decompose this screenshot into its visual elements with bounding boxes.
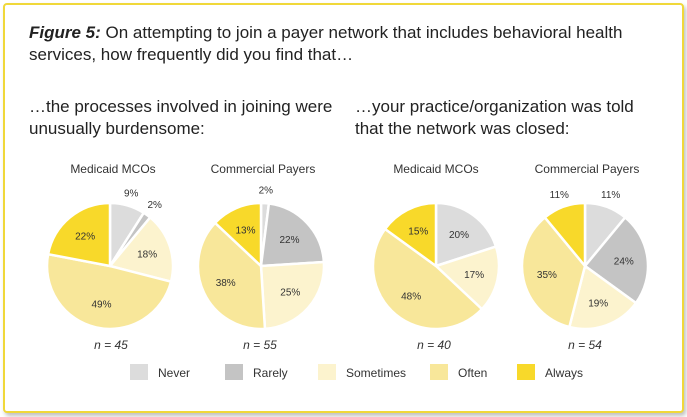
- pie-title-3: Medicaid MCOs: [393, 162, 479, 176]
- pie-1-label-rarely: 2%: [147, 200, 162, 211]
- legend-label-often: Often: [458, 366, 488, 380]
- pie-3-label-never: 20%: [449, 230, 469, 241]
- pie-1-label-sometimes: 18%: [137, 249, 157, 260]
- n-label-1: n = 45: [94, 338, 128, 352]
- subtitle-network-closed: …your practice/organization was told tha…: [355, 97, 634, 138]
- pie-4-slice-always: [543, 201, 587, 270]
- pie-4-slice-sometimes: [567, 263, 638, 331]
- pie-3-slice-always: [383, 201, 438, 269]
- pie-2-slice-always: [213, 201, 263, 269]
- figure-label: Figure 5:: [29, 23, 101, 42]
- pie-1-slice-always: [46, 201, 112, 268]
- legend-label-rarely: Rarely: [253, 366, 288, 380]
- caption-text: On attempting to join a payer network th…: [29, 23, 623, 64]
- pie-1-label-always: 22%: [75, 231, 95, 242]
- pie-2-slice-rarely: [259, 202, 326, 268]
- n-label-2: n = 55: [243, 338, 277, 352]
- pie-4-label-rarely: 24%: [614, 257, 634, 268]
- pie-1-slice-often: [45, 252, 173, 331]
- pie-3-label-always: 15%: [408, 227, 428, 238]
- pie-1-slice-sometimes: [107, 215, 175, 284]
- pie-title-4: Commercial Payers: [534, 162, 640, 176]
- legend-swatch-often: [430, 364, 448, 380]
- pie-4-slice-often: [520, 215, 587, 329]
- pie-2-label-rarely: 22%: [279, 235, 299, 246]
- pie-3-label-sometimes: 17%: [464, 270, 484, 281]
- legend-label-always: Always: [545, 366, 584, 380]
- pie-4-label-sometimes: 19%: [588, 298, 608, 309]
- pie-3-slice-often: [371, 227, 484, 331]
- n-label-4: n = 54: [568, 338, 602, 352]
- legend-label-sometimes: Sometimes: [346, 366, 407, 380]
- pie-title-2: Commercial Payers: [210, 162, 316, 176]
- legend-swatch-always: [517, 364, 535, 380]
- legend-swatch-never: [130, 364, 148, 380]
- legend-swatch-sometimes: [318, 364, 336, 380]
- pie-4-label-often: 35%: [537, 270, 557, 281]
- legend-swatch-rarely: [225, 364, 243, 380]
- pie-2-label-often: 38%: [216, 278, 236, 289]
- pie-3-label-often: 48%: [401, 292, 421, 303]
- pie-3-slice-sometimes: [433, 244, 501, 311]
- subtitle-burdensome: …the processes involved in joining were …: [29, 97, 333, 138]
- pie-2-label-always: 13%: [235, 226, 255, 237]
- pie-2-slice-often: [196, 221, 267, 331]
- figure-caption: Figure 5: On attempting to join a payer …: [29, 22, 629, 66]
- pie-title-1: Medicaid MCOs: [70, 162, 156, 176]
- pie-1-label-often: 49%: [91, 300, 111, 311]
- n-label-3: n = 40: [417, 338, 451, 352]
- pie-4-slice-rarely: [583, 215, 650, 305]
- pie-2-label-never: 2%: [259, 186, 274, 197]
- pie-2-slice-sometimes: [259, 260, 326, 331]
- pie-4-label-never: 11%: [601, 190, 620, 201]
- pie-4-label-always: 11%: [550, 190, 569, 201]
- legend-label-never: Never: [158, 366, 191, 380]
- pie-2-label-sometimes: 25%: [280, 287, 300, 298]
- pie-1-label-never: 9%: [124, 189, 139, 200]
